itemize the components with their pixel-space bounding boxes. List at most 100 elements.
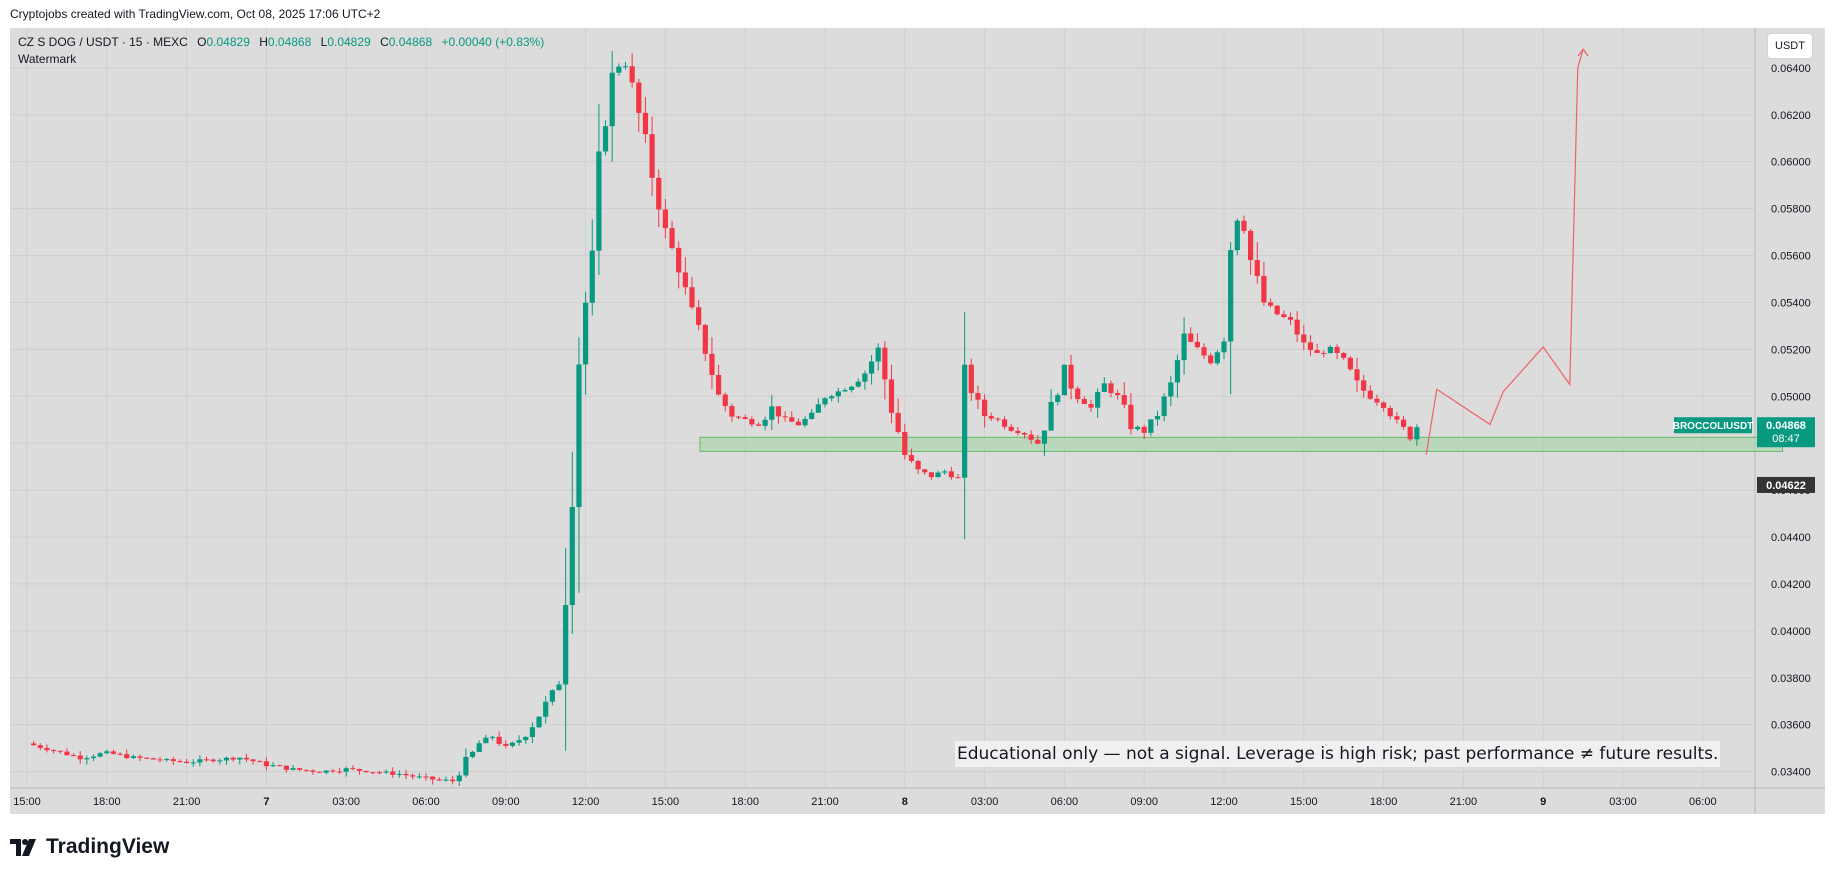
candle-body	[1287, 317, 1294, 320]
candle-body	[556, 684, 562, 691]
tradingview-logo-text: TradingView	[46, 835, 170, 858]
time-tick-label: 03:00	[1609, 796, 1637, 808]
candle-body	[77, 755, 83, 760]
candle-body	[868, 361, 875, 374]
price-tick-label: 0.04400	[1771, 532, 1811, 544]
candle-body	[403, 773, 409, 776]
candle-body	[1407, 426, 1413, 440]
candle-body	[1341, 352, 1347, 358]
price-tick-label: 0.05600	[1771, 251, 1811, 263]
candle-body	[942, 471, 948, 473]
watermark-indicator-label[interactable]: Watermark	[18, 52, 77, 66]
candle-body	[1035, 439, 1041, 444]
candle-body	[782, 416, 788, 418]
candle-body	[862, 373, 868, 382]
candle-body	[629, 66, 635, 83]
candle-body	[1181, 333, 1187, 361]
last-price-label	[1757, 417, 1815, 448]
candle-body	[90, 756, 97, 759]
time-tick-label: 8	[902, 796, 908, 808]
candle-body	[1314, 350, 1320, 353]
time-tick-label: 03:00	[971, 796, 999, 808]
candle-body	[250, 759, 256, 762]
low-label: L	[320, 35, 328, 49]
candle-body	[1267, 302, 1274, 306]
candle-body	[988, 416, 994, 419]
candle-body	[602, 126, 609, 152]
price-tick-label: 0.03600	[1771, 720, 1811, 732]
candle-body	[835, 391, 841, 397]
candle-body	[1148, 419, 1154, 433]
candle-body	[1134, 426, 1141, 430]
price-chart[interactable]: 0.03400 0.03600 0.03800 0.04000 0.04200 0.044…	[10, 28, 1825, 814]
candle-body	[343, 768, 349, 772]
candle-body	[875, 347, 881, 362]
candle-body	[516, 740, 522, 743]
candle-body	[928, 472, 934, 478]
candle-body	[1121, 395, 1127, 405]
time-tick-label: 18:00	[731, 796, 759, 808]
tradingview-logo[interactable]: TradingView	[10, 835, 169, 859]
candle-body	[217, 760, 223, 762]
candle-body	[383, 771, 389, 773]
candle-body	[922, 469, 928, 473]
candle-body	[84, 758, 90, 760]
time-tick-label: 15:00	[1290, 796, 1318, 808]
projection-arrowhead	[1577, 48, 1589, 57]
candle-body	[350, 768, 356, 770]
time-tick-label: 9	[1540, 796, 1546, 808]
currency-button[interactable]: USDT	[1767, 33, 1813, 59]
candle-body	[144, 757, 150, 759]
price-tick-label: 0.06200	[1771, 110, 1811, 122]
candle-body	[303, 769, 309, 771]
candle-body	[1174, 360, 1181, 383]
candle-body	[117, 753, 123, 755]
candle-body	[137, 756, 143, 758]
candle-body	[1081, 399, 1087, 405]
candle-body	[104, 751, 110, 754]
candle-body	[1274, 305, 1280, 315]
candle-body	[543, 701, 549, 717]
candle-body	[410, 775, 416, 777]
high-label: H	[259, 35, 268, 49]
candle-body	[802, 418, 808, 426]
chart-area[interactable]: 0.03400 0.03600 0.03800 0.04000 0.04200 0.044…	[10, 28, 1825, 814]
candle-body	[70, 755, 77, 757]
time-tick-label: 15:00	[13, 796, 41, 808]
candle-body	[1048, 401, 1054, 431]
candle-body	[596, 151, 602, 251]
candle-body	[789, 417, 795, 422]
candle-body	[1095, 391, 1101, 408]
candle-body	[1194, 341, 1200, 348]
candle-body	[1128, 404, 1134, 430]
time-tick-label: 15:00	[652, 796, 680, 808]
time-tick-label: 21:00	[173, 796, 201, 808]
candle-body	[642, 112, 649, 135]
candle-body	[815, 404, 821, 413]
candle-body	[1334, 346, 1340, 353]
price-tick-label: 0.05200	[1771, 344, 1811, 356]
candle-body	[164, 759, 170, 761]
candle-body	[31, 743, 37, 746]
candle-body	[709, 353, 715, 375]
crosshair-price-label	[1757, 476, 1815, 493]
candle-body	[523, 737, 529, 741]
candle-body	[390, 771, 396, 775]
candle-body	[336, 771, 343, 773]
candle-body	[1327, 346, 1333, 354]
candle-body	[1321, 352, 1327, 354]
crosshair-price-value: 0.04622	[1766, 480, 1806, 492]
candle-body	[536, 716, 542, 728]
support-zone	[699, 436, 1784, 452]
candle-body	[1354, 369, 1360, 381]
candle-body	[549, 690, 555, 702]
candle-body	[1307, 342, 1314, 351]
time-tick-label: 12:00	[1210, 796, 1238, 808]
candle-body	[57, 750, 63, 752]
symbol-name[interactable]: CZ S DOG / USDT · 15 · MEXC	[18, 35, 188, 49]
candle-body	[416, 776, 422, 778]
close-value: 0.04868	[388, 35, 433, 49]
candle-body	[1075, 388, 1081, 400]
open-label: O	[197, 35, 207, 49]
open-value: 0.04829	[206, 35, 250, 49]
